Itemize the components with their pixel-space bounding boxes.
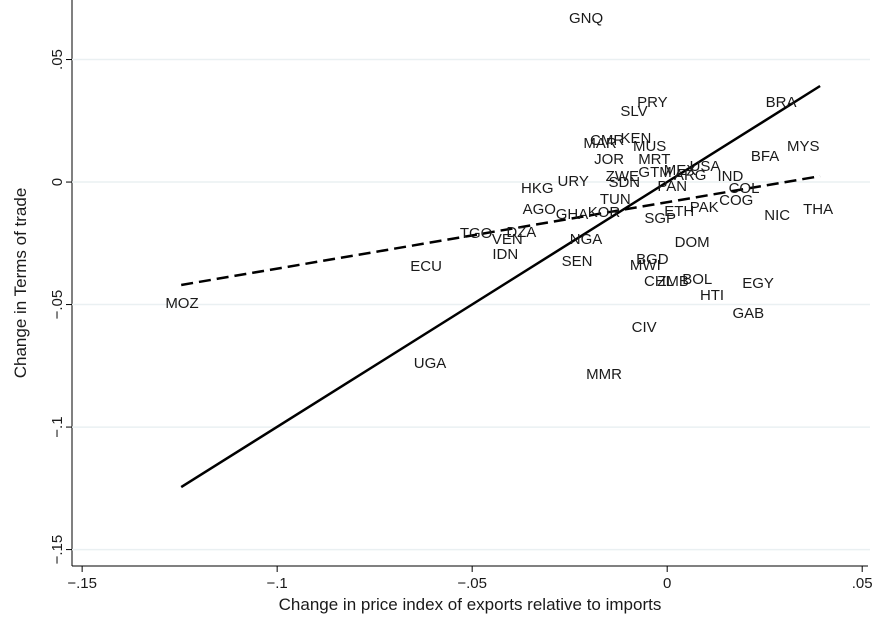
point-label: NIC bbox=[764, 207, 790, 224]
point-label: ARG bbox=[674, 167, 707, 184]
point-label: SGP bbox=[644, 210, 676, 227]
y-tick-label: −.05 bbox=[49, 290, 66, 320]
y-axis-title: Change in Terms of trade bbox=[11, 188, 30, 379]
point-label: KEN bbox=[621, 130, 652, 147]
point-label: DOM bbox=[675, 234, 710, 251]
point-label: CHL bbox=[644, 273, 674, 290]
point-label: COL bbox=[729, 180, 760, 197]
point-label: CMR bbox=[590, 132, 624, 149]
point-label: MAR bbox=[583, 135, 617, 152]
point-label: SLV bbox=[620, 103, 647, 120]
point-label: UGA bbox=[414, 355, 447, 372]
point-label: KOR bbox=[588, 204, 621, 221]
point-label: MWI bbox=[630, 257, 661, 274]
point-label: MUS bbox=[633, 138, 666, 155]
point-label: MEX bbox=[664, 162, 697, 179]
point-label: PRY bbox=[637, 94, 668, 111]
fit-line bbox=[180, 84, 821, 489]
point-label: MRT bbox=[638, 151, 670, 168]
point-label: ECU bbox=[410, 258, 442, 275]
x-tick-label: 0 bbox=[663, 575, 671, 592]
point-label: PAK bbox=[690, 199, 719, 216]
point-label: CIV bbox=[632, 319, 657, 336]
x-tick-label: −.05 bbox=[457, 575, 487, 592]
x-axis-title: Change in price index of exports relativ… bbox=[279, 595, 662, 614]
point-label: IND bbox=[717, 168, 743, 185]
point-label: JOR bbox=[594, 151, 624, 168]
point-label: SEN bbox=[562, 253, 593, 270]
point-label: TGO bbox=[460, 225, 493, 242]
point-label: VEN bbox=[492, 231, 523, 248]
point-label: MMR bbox=[586, 366, 622, 383]
point-label: USA bbox=[690, 158, 721, 175]
point-label: IDN bbox=[492, 246, 518, 263]
point-label: GNQ bbox=[569, 10, 603, 27]
point-label: URY bbox=[557, 173, 588, 190]
point-label: ETH bbox=[664, 203, 694, 220]
point-label: GAB bbox=[732, 305, 764, 322]
x-tick-label: .05 bbox=[852, 575, 873, 592]
y-tick-label: −.15 bbox=[49, 535, 66, 565]
x-tick-label: −.15 bbox=[67, 575, 97, 592]
point-label: HKG bbox=[521, 180, 554, 197]
y-tick-label: −.1 bbox=[49, 416, 66, 437]
y-tick-label: 0 bbox=[49, 178, 66, 186]
point-label: TUN bbox=[600, 191, 631, 208]
point-label: SDN bbox=[608, 174, 640, 191]
point-label: MOZ bbox=[165, 295, 198, 312]
point-label: BOL bbox=[682, 271, 712, 288]
point-label: EGY bbox=[742, 275, 774, 292]
point-label: NGA bbox=[570, 231, 603, 248]
point-label: HTI bbox=[700, 287, 724, 304]
point-label: BGD bbox=[636, 251, 669, 268]
y-tick-label: .05 bbox=[49, 49, 66, 70]
x-tick-label: −.1 bbox=[267, 575, 288, 592]
fit-line bbox=[180, 174, 821, 287]
point-label: MYS bbox=[787, 138, 820, 155]
point-label: AGO bbox=[523, 201, 556, 218]
point-label: GHA bbox=[556, 206, 589, 223]
point-label: COG bbox=[719, 192, 753, 209]
point-label: ZWE bbox=[606, 168, 639, 185]
point-label: GTM bbox=[638, 164, 671, 181]
point-label: PAN bbox=[657, 178, 687, 195]
point-label: THA bbox=[803, 201, 833, 218]
point-label: BRA bbox=[766, 94, 797, 111]
point-label: ZMB bbox=[657, 273, 689, 290]
point-label: BFA bbox=[751, 148, 779, 165]
point-label: DZA bbox=[506, 224, 536, 241]
